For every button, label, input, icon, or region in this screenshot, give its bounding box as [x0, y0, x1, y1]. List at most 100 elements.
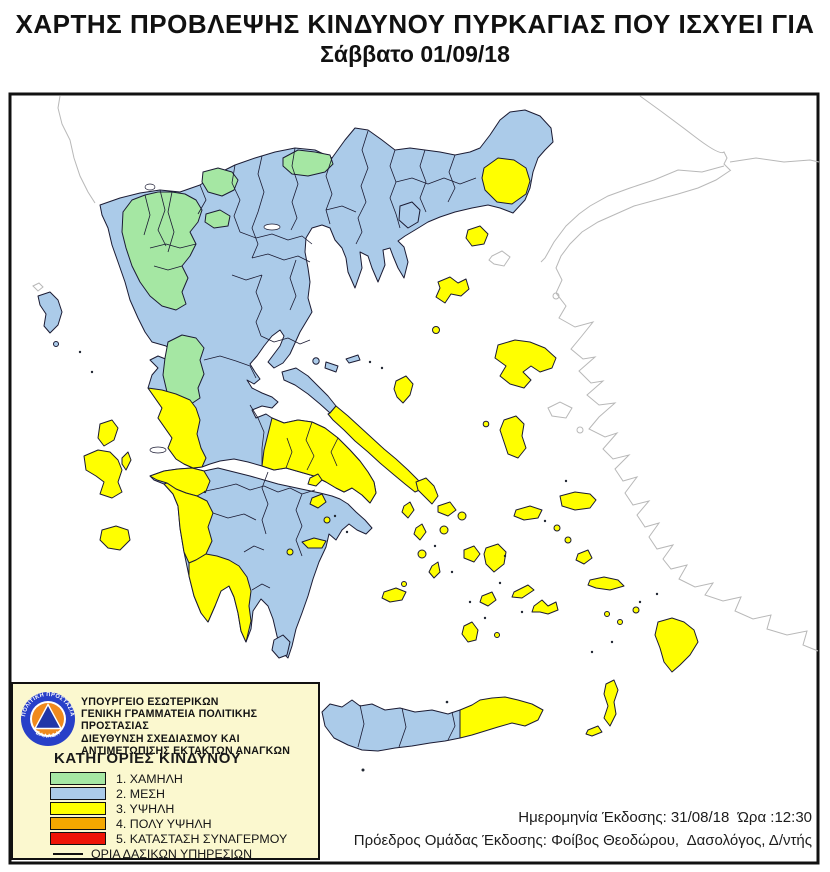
- region-pella-north: [282, 149, 334, 177]
- islet-dots: [78, 350, 659, 772]
- region-naxos: [483, 543, 507, 573]
- region-kozani-west: [201, 167, 239, 197]
- region-lesvos: [494, 339, 557, 389]
- legend-item-high: 3. ΥΨΗΛΗ: [50, 801, 287, 816]
- legend-label-low: 1. ΧΑΜΗΛΗ: [116, 771, 183, 786]
- region-santorini: [461, 621, 479, 643]
- issue-president-line: Πρόεδρος Ομάδας Έκδοσης: Φοίβος Θεοδώρου…: [353, 832, 812, 849]
- agency-line-2: ΓΕΝΙΚΗ ΓΡΑΜΜΑΤΕΙΑ ΠΟΛΙΤΙΚΗΣ ΠΡΟΣΤΑΣΙΑΣ: [81, 708, 258, 733]
- region-syros: [439, 525, 449, 535]
- region-lefkada: [97, 419, 119, 447]
- region-anafi: [494, 632, 500, 638]
- legend-item-medium: 2. ΜΕΣΗ: [50, 786, 287, 801]
- map-legend: ΠΟΛΙΤΙΚΗ ΠΡΟΣΤΑΣΙΑ ΕΛΛΑΔΑ ΥΠΟΥΡΓΕΙΟ ΕΣΩΤ…: [11, 682, 320, 861]
- greece-regions: [37, 109, 699, 752]
- region-ikaria: [513, 505, 543, 521]
- legend-label-high: 3. ΥΨΗΛΗ: [116, 801, 175, 816]
- region-lasithi: [459, 696, 544, 739]
- region-chios: [499, 415, 527, 459]
- region-attica-boeotia: [261, 417, 377, 504]
- region-evrytania: [162, 334, 205, 407]
- region-kythira: [271, 634, 291, 659]
- imbros-outline: [488, 250, 511, 267]
- region-skyros: [393, 375, 414, 404]
- map-title-line1: ΧΑΡΤΗΣ ΠΡΟΒΛΕΨΗΣ ΚΙΝΔΥΝΟΥ ΠΥΡΚΑΓΙΑΣ ΠΟΥ …: [15, 9, 815, 39]
- risk-swatch-medium: [50, 787, 106, 800]
- issue-info: Ημερομηνία Έκδοσης: 31/08/18 Ώρα :12:30 …: [354, 806, 812, 852]
- region-kimolos: [401, 581, 407, 587]
- region-symi: [632, 606, 640, 614]
- region-poros: [323, 516, 331, 524]
- region-messinia-mani: [188, 553, 252, 643]
- risk-swatch-alarm: [50, 832, 106, 845]
- logo-ring-text-bottom: ΕΛΛΑΔΑ: [34, 730, 61, 740]
- region-andros: [415, 477, 439, 505]
- region-sifnos: [428, 561, 441, 579]
- region-paxi: [53, 341, 59, 347]
- region-thasos: [398, 201, 421, 229]
- logo-triangle: [33, 703, 63, 730]
- civil-protection-logo: ΠΟΛΙΤΙΚΗ ΠΡΟΣΤΑΣΙΑ ΕΛΛΑΔΑ: [21, 692, 75, 746]
- legend-header: ΠΟΛΙΤΙΚΗ ΠΡΟΣΤΑΣΙΑ ΕΛΛΑΔΑ ΥΠΟΥΡΓΕΙΟ ΕΣΩΤ…: [18, 689, 316, 757]
- legend-items: 1. ΧΑΜΗΛΗ 2. ΜΕΣΗ 3. ΥΨΗΛΗ 4. ΠΟΛΥ ΥΨΗΛΗ…: [50, 771, 287, 846]
- foreign-coastlines: [32, 95, 820, 652]
- legend-item-very-high: 4. ΠΟΛΥ ΥΨΗΛΗ: [50, 816, 287, 831]
- region-tinos: [437, 501, 457, 517]
- region-amorgos: [511, 584, 535, 599]
- region-spetses: [286, 548, 294, 556]
- risk-swatch-very-high: [50, 817, 106, 830]
- legend-label-medium: 2. ΜΕΣΗ: [116, 786, 165, 801]
- region-patmos: [553, 524, 561, 532]
- map-title-date: Σάββατο 01/09/18: [320, 41, 510, 67]
- region-kalymnos: [575, 549, 593, 565]
- region-astypalaia: [531, 599, 559, 615]
- legend-label-very-high: 4. ΠΟΛΥ ΥΨΗΛΗ: [116, 816, 212, 831]
- prefecture-borders: [143, 130, 477, 748]
- agency-line-3: ΔΙΕΥΘΥΝΣΗ ΣΧΕΔΙΑΣΜΟΥ ΚΑΙ: [81, 732, 240, 745]
- legend-label-alarm: 5. ΚΑΤΑΣΤΑΣΗ ΣΥΝΑΓΕΡΜΟΥ: [116, 831, 288, 846]
- region-kefalonia: [83, 449, 123, 499]
- region-samos: [559, 491, 597, 511]
- legend-item-alarm: 5. ΚΑΤΑΣΤΑΣΗ ΣΥΝΑΓΕΡΜΟΥ: [50, 831, 287, 846]
- region-nisyros: [604, 611, 610, 617]
- forest-boundary-line-sample: [53, 853, 83, 855]
- region-ithaca: [121, 451, 132, 471]
- risk-swatch-low: [50, 772, 106, 785]
- albania-islet-outline: [32, 282, 44, 292]
- region-kasos: [585, 725, 603, 737]
- region-serifos: [417, 549, 427, 559]
- tenedos-outline: [552, 292, 560, 300]
- region-limnos: [435, 276, 470, 304]
- turkish-islet-outline: [547, 401, 573, 419]
- agency-line-4: ΑΝΤΙΜΕΤΩΠΙΣΗΣ ΕΚΤΑΚΤΩΝ ΑΝΑΓΚΩΝ: [81, 744, 291, 757]
- region-aegina: [309, 493, 327, 509]
- agency-text: ΥΠΟΥΡΓΕΙΟ ΕΣΩΤΕΡΙΚΩΝ ΓΕΝΙΚΗ ΓΡΑΜΜΑΤΕΙΑ Π…: [81, 696, 319, 757]
- albania-coastline: [57, 95, 96, 204]
- lake-volvi: [263, 223, 281, 231]
- page-title: ΧΑΡΤΗΣ ΠΡΟΒΛΕΨΗΣ ΚΙΝΔΥΝΟΥ ΠΥΡΚΑΓΙΑΣ ΠΟΥ …: [0, 8, 830, 68]
- region-grevena: [204, 209, 231, 229]
- region-ios: [479, 591, 497, 607]
- turkish-islet-outline-2: [576, 426, 584, 434]
- legend-boundary-item: ΟΡΙΑ ΔΑΣΙΚΩΝ ΥΠΗΡΕΣΙΩΝ: [53, 847, 252, 861]
- legend-item-low: 1. ΧΑΜΗΛΗ: [50, 771, 287, 786]
- agency-line-1: ΥΠΟΥΡΓΕΙΟ ΕΣΩΤΕΡΙΚΩΝ: [81, 696, 219, 708]
- issue-date-line: Ημερομηνία Έκδοσης: 31/08/18 Ώρα :12:30: [518, 809, 812, 826]
- region-psara: [482, 420, 490, 428]
- region-kea: [401, 501, 415, 519]
- turkey-north-coast: [729, 157, 820, 163]
- lake-prespa: [144, 183, 156, 191]
- region-tilos: [617, 619, 623, 625]
- lake-trichonida: [149, 446, 167, 454]
- region-hydra: [301, 537, 327, 549]
- region-kos: [587, 576, 625, 591]
- region-rhodes: [654, 617, 699, 673]
- turkey-aegean-coast: [555, 169, 819, 652]
- region-kythnos: [413, 523, 427, 541]
- region-evia-south: [327, 405, 425, 493]
- region-zakynthos: [99, 525, 131, 551]
- region-mykonos: [457, 511, 467, 521]
- region-leros: [564, 536, 572, 544]
